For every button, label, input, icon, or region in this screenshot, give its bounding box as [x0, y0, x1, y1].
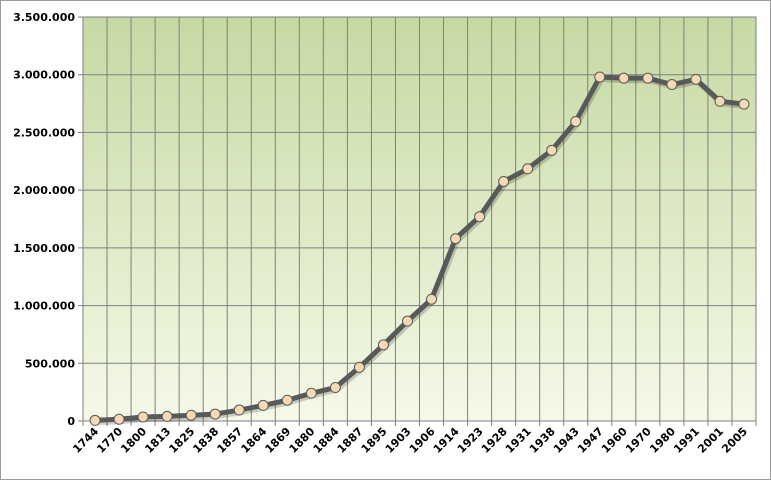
data-point-marker	[257, 399, 269, 411]
data-point-marker	[353, 361, 365, 373]
data-point-marker	[738, 98, 750, 110]
y-tick-label: 500.000	[25, 357, 75, 370]
data-point-marker	[714, 95, 726, 107]
x-tick-label: 1970	[623, 425, 654, 456]
x-tick-label: 1895	[359, 425, 390, 456]
x-tick-label: 1880	[287, 425, 318, 456]
y-tick-label: 0	[67, 415, 75, 428]
data-point-marker	[642, 72, 654, 84]
data-series	[89, 71, 750, 426]
y-tick-label: 2.000.000	[13, 184, 75, 197]
x-tick-label: 1857	[215, 425, 246, 456]
data-point-marker	[570, 115, 582, 127]
data-point-marker	[474, 211, 486, 223]
data-point-marker	[666, 79, 678, 91]
x-tick-label: 1991	[671, 425, 702, 456]
axes	[78, 16, 757, 426]
data-point-marker	[329, 382, 341, 394]
data-point-marker	[185, 409, 197, 421]
x-tick-label: 2005	[719, 425, 750, 456]
x-tick-label: 1980	[647, 425, 678, 456]
y-tick-label: 1.500.000	[13, 242, 75, 255]
data-point-marker	[113, 413, 125, 425]
y-tick-label: 1.000.000	[13, 300, 75, 313]
y-tick-label: 2.500.000	[13, 126, 75, 139]
x-tick-label: 1869	[263, 425, 294, 456]
data-point-marker	[618, 72, 630, 84]
y-axis-tick-labels: 0 500.000 1.000.000 1.500.000 2.000.000 2.500…	[13, 11, 75, 428]
x-axis-tick-labels: 1744177018001813182518381857186418691880…	[70, 425, 750, 456]
data-point-marker	[546, 144, 558, 156]
x-tick-label: 1825	[166, 425, 197, 456]
x-tick-label: 1928	[479, 425, 510, 456]
series-line	[92, 74, 747, 423]
x-tick-label: 1960	[599, 425, 630, 456]
x-tick-label: 1931	[503, 425, 534, 456]
x-tick-label: 1887	[335, 425, 366, 456]
x-tick-label: 1884	[311, 425, 342, 456]
x-tick-label: 1800	[118, 425, 149, 456]
data-point-marker	[89, 414, 101, 426]
x-tick-label: 1838	[190, 425, 221, 456]
data-point-marker	[498, 175, 510, 187]
data-point-marker	[426, 293, 438, 305]
data-point-marker	[281, 394, 293, 406]
x-tick-label: 1923	[455, 425, 486, 456]
data-point-marker	[209, 408, 221, 420]
y-tick-label: 3.000.000	[13, 69, 75, 82]
x-tick-label: 1914	[431, 425, 462, 456]
x-tick-label: 1770	[94, 425, 125, 456]
x-tick-label: 1938	[527, 425, 558, 456]
y-tick-label: 3.500.000	[13, 11, 75, 24]
data-point-marker	[594, 71, 606, 83]
x-tick-label: 1906	[407, 425, 438, 456]
data-point-marker	[401, 315, 413, 327]
data-point-marker	[377, 339, 389, 351]
x-tick-label: 1943	[551, 425, 582, 456]
x-tick-label: 1744	[70, 425, 101, 456]
data-point-marker	[305, 387, 317, 399]
x-tick-label: 1903	[383, 425, 414, 456]
x-tick-label: 2001	[695, 425, 726, 456]
x-tick-label: 1864	[239, 425, 270, 456]
x-tick-label: 1813	[142, 425, 173, 456]
data-point-marker	[450, 233, 462, 245]
data-point-marker	[233, 404, 245, 416]
x-tick-label: 1947	[575, 425, 606, 456]
data-point-marker	[690, 73, 702, 85]
data-point-marker	[161, 410, 173, 422]
data-point-marker	[137, 411, 149, 423]
data-point-marker	[522, 163, 534, 175]
